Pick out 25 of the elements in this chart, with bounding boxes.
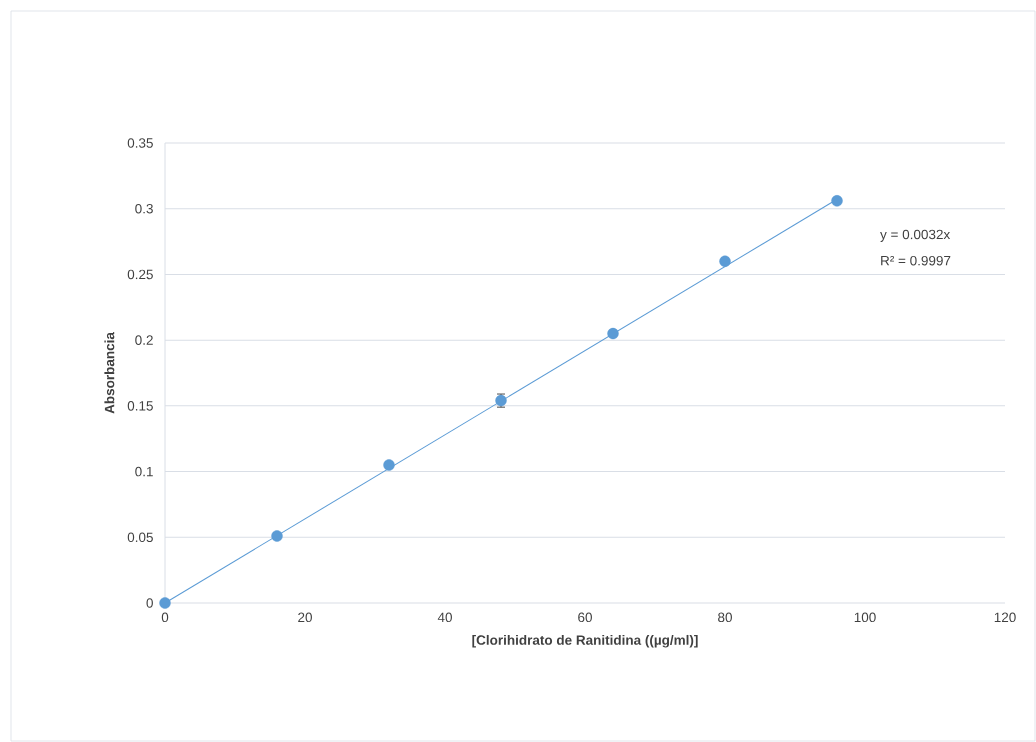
y-tick-label: 0.2 [135,335,153,345]
point [831,195,843,207]
y-tick-label: 0.15 [127,401,153,411]
y-axis-title: Absorbancia [104,332,115,414]
y-tick-label: 0.1 [135,466,153,477]
x-tick-label: 40 [437,612,452,623]
point [607,327,619,340]
y-tick-label: 0 [146,598,153,608]
point [159,597,171,609]
point [719,255,731,267]
x-tick-label: 120 [994,612,1016,623]
point [271,530,283,542]
x-tick-label: 60 [578,612,592,623]
x-axis-title: [Clorihidrato de Ranitidina ((µg/ml)] [472,634,698,648]
annotation: y = 0.0032x [880,229,951,242]
y-tick-label: 0.25 [127,269,153,280]
x-tick-label: 20 [298,612,312,623]
y-tick-label: 0.05 [127,532,153,543]
point [383,459,395,471]
y-tick-label: 0.35 [127,138,153,148]
x-tick-label: 0 [161,612,169,623]
x-tick-label: 100 [854,612,876,623]
annotation: R² = 0.9997 [881,255,951,266]
x-tick-label: 80 [718,612,732,623]
y-tick-label: 0.3 [135,203,153,214]
